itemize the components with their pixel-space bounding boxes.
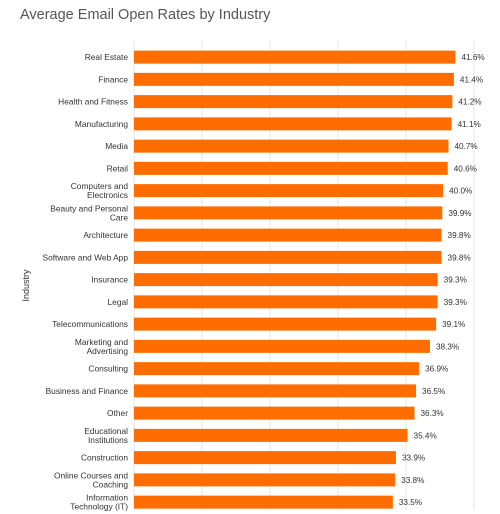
- bar: [134, 250, 442, 264]
- category-label: Legal: [108, 297, 129, 307]
- category-label: Finance: [98, 74, 128, 84]
- bar: [134, 362, 420, 376]
- bar: [134, 428, 408, 442]
- bar: [134, 117, 452, 131]
- y-axis-title: Industry: [21, 269, 31, 302]
- category-label: Consulting: [88, 364, 128, 374]
- bar: [134, 406, 415, 420]
- category-label: Construction: [81, 453, 128, 463]
- category-label: Real Estate: [85, 52, 129, 62]
- data-label: 39.3%: [444, 298, 467, 307]
- data-label: 41.4%: [460, 75, 483, 84]
- bar: [134, 495, 393, 509]
- category-label: Educational Institutions: [84, 426, 128, 445]
- bar: [134, 295, 438, 309]
- data-label: 39.9%: [448, 209, 471, 218]
- category-label: Software and Web App: [42, 252, 128, 262]
- data-label: 40.7%: [455, 142, 478, 151]
- data-label: 39.8%: [448, 253, 471, 262]
- category-label: Health and Fitness: [58, 97, 128, 107]
- data-label: 33.5%: [399, 498, 422, 507]
- category-label: Telecommunications: [52, 319, 128, 329]
- data-label: 33.9%: [402, 454, 425, 463]
- bar: [134, 317, 437, 331]
- bar: [134, 451, 396, 465]
- data-label: 36.9%: [425, 365, 448, 374]
- bar: [134, 50, 456, 64]
- data-label: 39.8%: [448, 231, 471, 240]
- category-label: Marketing and Advertising: [75, 337, 128, 356]
- bar: [134, 339, 430, 353]
- category-label: Media: [105, 141, 128, 151]
- category-label: Manufacturing: [75, 119, 128, 129]
- data-label: 35.4%: [414, 431, 437, 440]
- data-label: 33.8%: [401, 476, 424, 485]
- category-label: Information Technology (IT): [70, 493, 128, 512]
- bar: [134, 273, 438, 287]
- bar: [134, 184, 444, 198]
- data-label: 40.6%: [454, 164, 477, 173]
- data-label: 38.3%: [436, 342, 459, 351]
- bar: [134, 228, 442, 242]
- data-label: 36.5%: [422, 387, 445, 396]
- category-label: Business and Finance: [46, 386, 129, 396]
- bar: [134, 95, 453, 109]
- category-label: Architecture: [83, 230, 128, 240]
- category-label: Other: [107, 408, 128, 418]
- category-label: Beauty and Personal Care: [50, 203, 128, 222]
- data-label: 41.2%: [458, 98, 481, 107]
- category-label: Retail: [107, 163, 129, 173]
- data-label: 41.1%: [458, 120, 481, 129]
- category-label: Online Courses and Coaching: [54, 470, 128, 489]
- chart-title: Average Email Open Rates by Industry: [20, 7, 271, 23]
- bar: [134, 473, 396, 487]
- data-label: 36.3%: [421, 409, 444, 418]
- bar: [134, 161, 448, 175]
- bar: [134, 139, 449, 153]
- bar: [134, 384, 417, 398]
- data-label: 41.6%: [461, 53, 484, 62]
- data-label: 40.0%: [449, 187, 472, 196]
- data-label: 39.3%: [444, 276, 467, 285]
- bar: [134, 206, 443, 220]
- category-label: Computers and Electronics: [71, 181, 129, 200]
- data-label: 39.1%: [442, 320, 465, 329]
- category-label: Insurance: [91, 275, 128, 285]
- bar: [134, 72, 454, 86]
